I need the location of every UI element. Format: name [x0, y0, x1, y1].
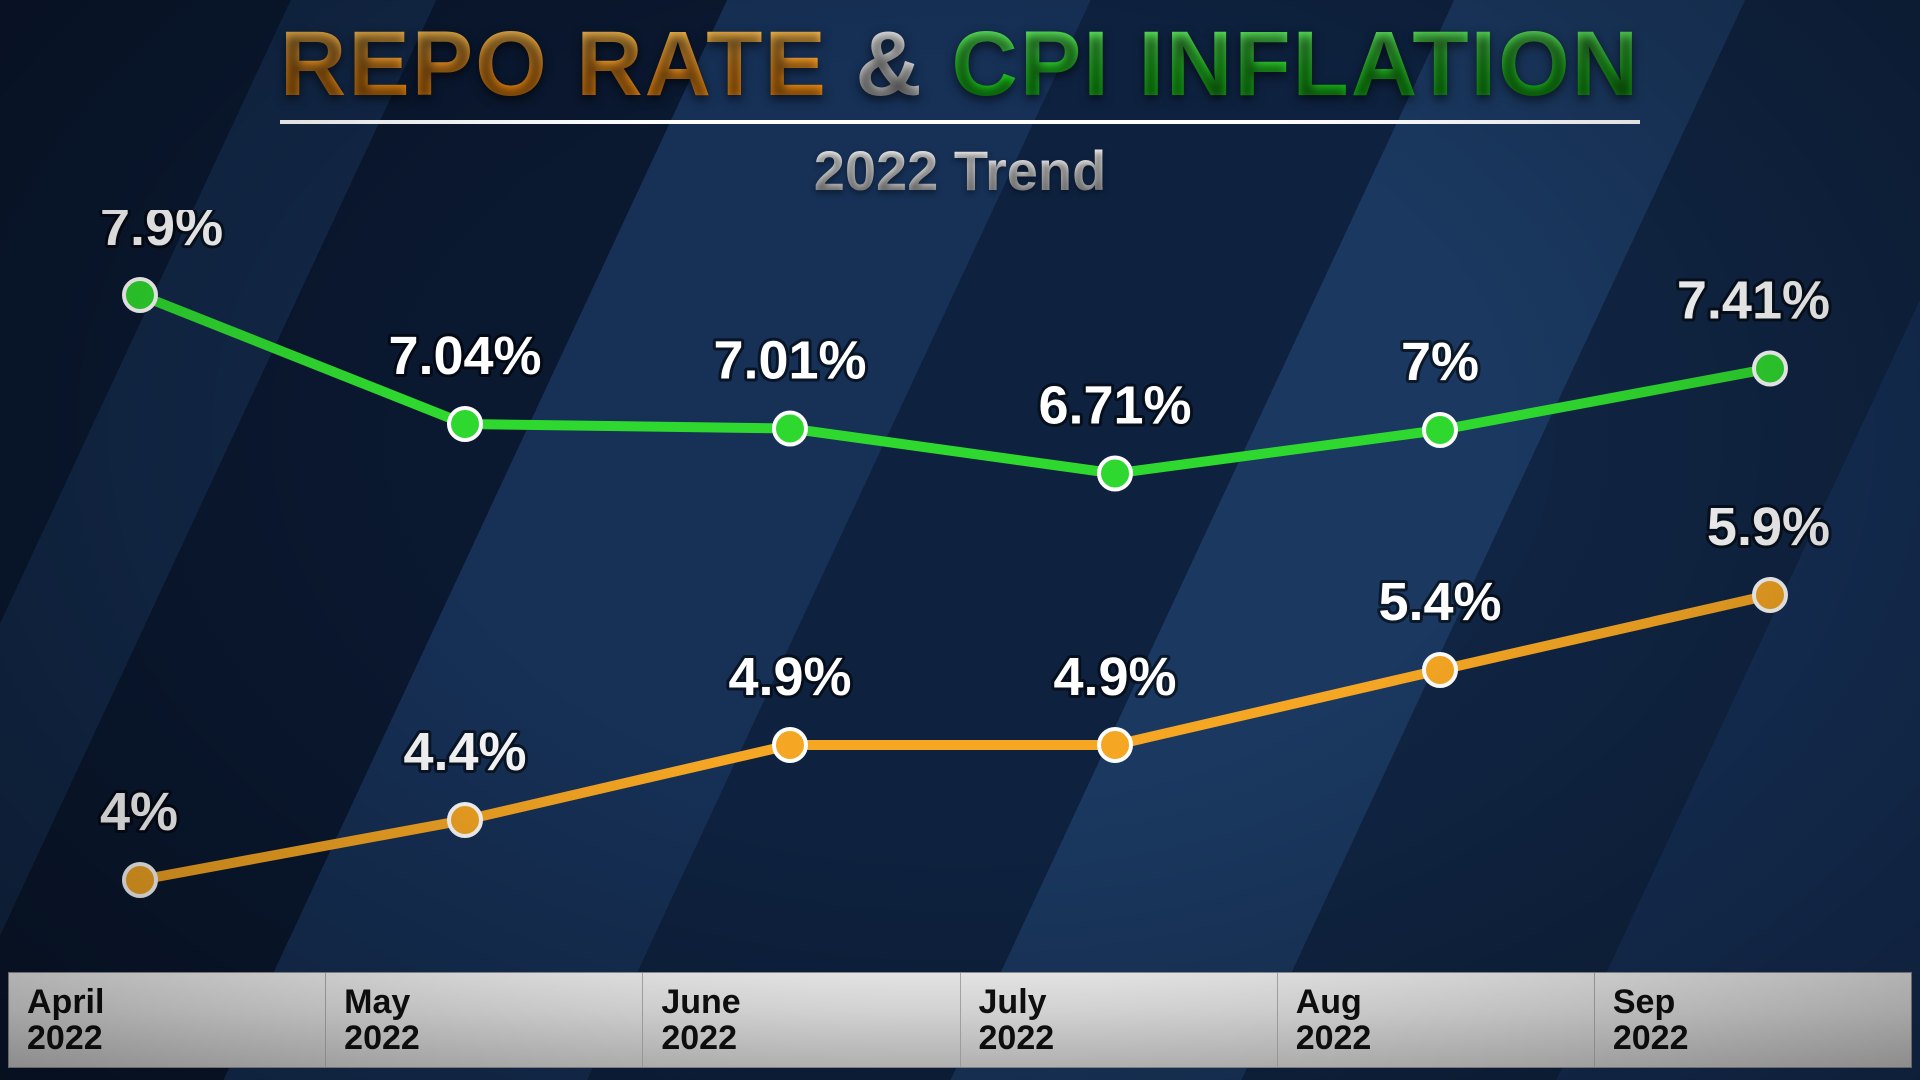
axis-category: July2022 — [961, 973, 1278, 1067]
axis-year-label: 2022 — [1613, 1021, 1893, 1057]
data-label: 7% — [1401, 332, 1479, 392]
chart-plot-area: 7.9% 7.04% 7.01% 6.71% 7% 7.41% 4% 4.4% 4.9% 4.9%… — [0, 210, 1920, 1080]
axis-month-label: July — [979, 985, 1259, 1021]
x-axis-strip: April2022May2022June2022July2022Aug2022S… — [8, 972, 1912, 1068]
data-point — [774, 413, 806, 445]
chart-stage: REPO RATE & CPI INFLATION 2022 Trend 7.9… — [0, 0, 1920, 1080]
data-label: 6.71% — [1038, 376, 1191, 436]
axis-year-label: 2022 — [661, 1021, 941, 1057]
axis-month-label: Sep — [1613, 985, 1893, 1021]
data-label: 4% — [100, 782, 178, 842]
data-label: 7.41% — [1677, 271, 1830, 331]
axis-category: Sep2022 — [1595, 973, 1911, 1067]
data-label: 7.01% — [713, 331, 866, 391]
data-label: 7.04% — [388, 326, 541, 386]
axis-category: Aug2022 — [1278, 973, 1595, 1067]
data-label: 7.9% — [100, 210, 223, 257]
axis-category: May2022 — [326, 973, 643, 1067]
axis-year-label: 2022 — [27, 1021, 307, 1057]
data-point — [449, 804, 481, 836]
axis-category: April2022 — [9, 973, 326, 1067]
axis-month-label: Aug — [1296, 985, 1576, 1021]
data-point — [774, 729, 806, 761]
axis-category: June2022 — [643, 973, 960, 1067]
data-label: 5.9% — [1707, 497, 1830, 557]
axis-month-label: May — [344, 985, 624, 1021]
data-point — [124, 279, 156, 311]
data-point — [1424, 414, 1456, 446]
series-line — [140, 295, 1770, 474]
axis-year-label: 2022 — [979, 1021, 1259, 1057]
axis-month-label: June — [661, 985, 941, 1021]
chart-subtitle: 2022 Trend — [0, 138, 1920, 203]
chart-title: REPO RATE & CPI INFLATION — [280, 18, 1640, 124]
data-label: 4.9% — [1053, 647, 1176, 707]
data-point — [1099, 458, 1131, 490]
data-label: 4.9% — [728, 647, 851, 707]
data-label: 5.4% — [1378, 572, 1501, 632]
data-point — [449, 408, 481, 440]
title-part-cpi: CPI INFLATION — [951, 13, 1640, 115]
series-line — [140, 595, 1770, 880]
chart-svg: 7.9% 7.04% 7.01% 6.71% 7% 7.41% 4% 4.4% 4.9% 4.9%… — [0, 210, 1920, 960]
title-part-repo: REPO RATE — [280, 13, 828, 115]
title-block: REPO RATE & CPI INFLATION 2022 Trend — [0, 18, 1920, 203]
data-point — [1754, 579, 1786, 611]
title-separator: & — [828, 13, 952, 115]
axis-year-label: 2022 — [344, 1021, 624, 1057]
axis-month-label: April — [27, 985, 307, 1021]
data-label: 4.4% — [403, 722, 526, 782]
axis-year-label: 2022 — [1296, 1021, 1576, 1057]
data-point — [1099, 729, 1131, 761]
data-point — [124, 864, 156, 896]
data-point — [1754, 353, 1786, 385]
data-point — [1424, 654, 1456, 686]
